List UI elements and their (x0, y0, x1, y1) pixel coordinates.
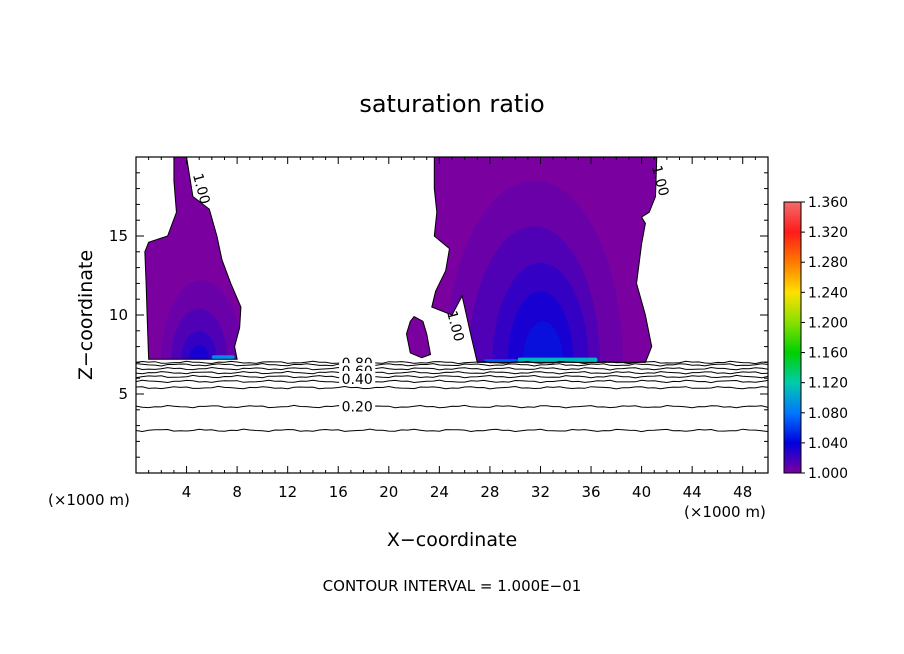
colorbar-tick-label: 1.080 (808, 406, 848, 422)
colorbar-tick-label: 1.040 (808, 436, 848, 452)
contour-line-0-1 (135, 428, 769, 433)
colorbar-tick-label: 1.000 (808, 466, 848, 482)
contour-interval-footer: CONTOUR INTERVAL = 1.000E−01 (323, 577, 582, 595)
colorbar-tick-label: 1.160 (808, 346, 848, 362)
contour-1-00-small (405, 315, 432, 359)
x-tick-label: 12 (278, 483, 297, 501)
colorbar-tick-label: 1.360 (808, 195, 848, 211)
contour-line-0-2 (135, 404, 769, 409)
x-tick-label: 28 (480, 483, 499, 501)
y-axis-ticks: 5 10 15 (109, 172, 768, 458)
high-band-0 (211, 355, 235, 360)
contour-label: 0.40 (342, 372, 373, 388)
contour-line-0-7 (135, 366, 769, 371)
chart-title: saturation ratio (359, 90, 544, 118)
x-tick-label: 48 (733, 483, 752, 501)
contour-line-0-9 (135, 360, 768, 365)
x-axis-ticks: 4 8 12 16 20 24 28 32 36 40 44 48 (148, 157, 756, 501)
colorbar-gradient (783, 201, 802, 474)
contour-line-0-5 (135, 374, 769, 379)
x-unit-right: (×1000 m) (684, 503, 766, 521)
x-tick-label: 16 (329, 483, 348, 501)
colorbar-tick-label: 1.280 (808, 255, 848, 271)
contour-line-0-3 (135, 385, 769, 390)
y-tick-label: 5 (118, 385, 128, 403)
contour-label: 1.00 (443, 309, 467, 343)
colorbar-tick-label: 1.240 (808, 285, 848, 301)
plot-area: 0.800.600.400.201.001.001.00 (135, 156, 769, 433)
contour-line-0-6 (135, 370, 769, 375)
x-tick-label: 36 (581, 483, 600, 501)
contour-1-00-left (144, 156, 242, 360)
x-unit-left: (×1000 m) (48, 491, 130, 509)
colorbar-tick-label: 1.320 (808, 225, 848, 241)
x-tick-label: 40 (632, 483, 651, 501)
x-tick-label: 44 (683, 483, 702, 501)
colorbar: 1.360 1.320 1.280 1.240 1.200 1.160 1.120 1.080… (783, 195, 848, 482)
shading-level-8 (522, 321, 564, 363)
x-tick-label: 20 (379, 483, 398, 501)
y-axis-label: Z−coordinate (75, 250, 97, 380)
contour-1-00-right (431, 156, 658, 363)
colorbar-tick-label: 1.200 (808, 315, 848, 331)
y-tick-label: 15 (109, 227, 128, 245)
high-band-2 (483, 359, 518, 363)
x-tick-label: 32 (531, 483, 550, 501)
contour-label: 0.20 (342, 400, 373, 416)
x-tick-label: 24 (430, 483, 449, 501)
contour-label: 1.00 (189, 172, 213, 206)
colorbar-tick-label: 1.120 (808, 376, 848, 392)
contour-line-0-4 (135, 379, 769, 384)
x-axis-label: X−coordinate (387, 529, 517, 551)
high-band-1 (517, 357, 598, 363)
contour-label: 1.00 (648, 164, 672, 198)
y-tick-label: 10 (109, 306, 128, 324)
contour-line-0-8 (135, 362, 769, 367)
x-tick-label: 4 (182, 483, 192, 501)
x-tick-label: 8 (232, 483, 242, 501)
